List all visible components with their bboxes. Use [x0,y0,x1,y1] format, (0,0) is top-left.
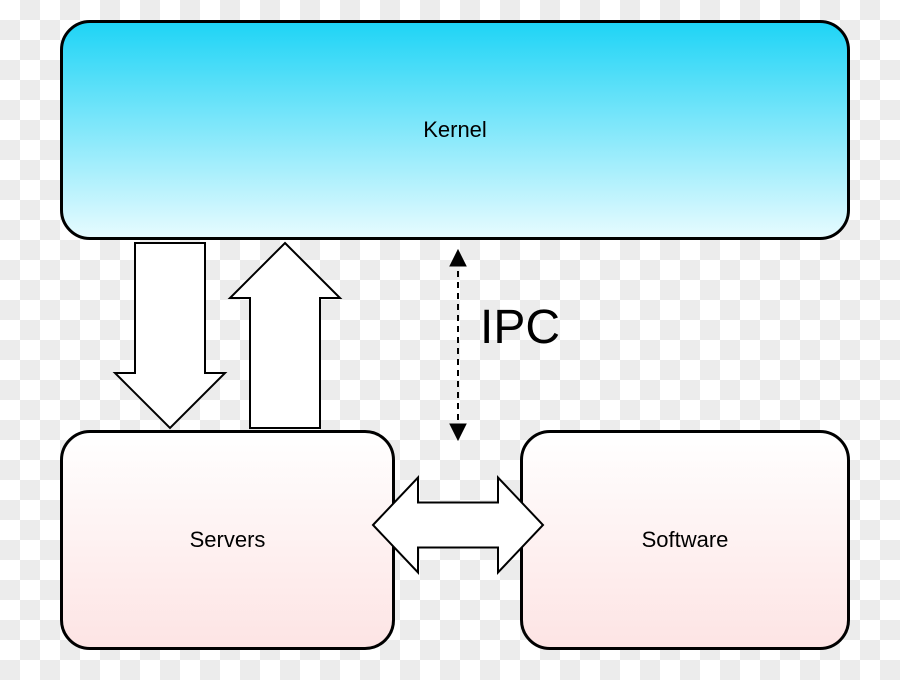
arrow-ipc-dashed [450,250,466,440]
ipc-label-container: IPC [480,300,560,355]
arrow-servers-to-kernel [230,243,340,428]
arrow-kernel-to-servers [115,243,225,428]
ipc-label: IPC [480,301,560,354]
arrows-overlay [0,0,900,680]
arrow-servers-software [373,478,543,573]
